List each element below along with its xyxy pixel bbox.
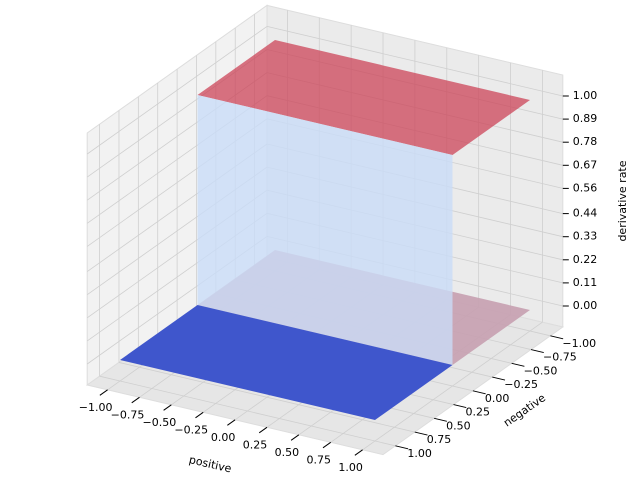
x-tick-label: −1.00 — [79, 401, 113, 414]
x-tick-label: −0.75 — [111, 408, 145, 421]
y-tick — [472, 390, 486, 395]
y-tick — [395, 445, 409, 450]
z-tick-label: 1.00 — [573, 89, 598, 102]
y-tick — [434, 417, 448, 422]
y-tick-label: −1.00 — [562, 337, 596, 350]
surface-band — [120, 305, 453, 420]
y-tick — [453, 404, 467, 409]
x-tick-label: 0.00 — [211, 431, 236, 444]
y-tick-label: 0.00 — [485, 392, 510, 405]
x-tick — [131, 396, 140, 404]
x-tick-label: 1.00 — [338, 461, 363, 474]
grid-line — [86, 26, 268, 155]
y-tick-label: −0.75 — [543, 351, 577, 364]
surface-wall — [197, 95, 453, 365]
grid-line — [118, 362, 415, 433]
z-tick-label: 0.44 — [573, 207, 598, 220]
z-tick-label: 0.33 — [573, 230, 598, 243]
z-tick-label: 0.22 — [573, 253, 598, 266]
x-tick — [258, 426, 268, 434]
y-tick-label: 1.00 — [407, 447, 432, 460]
x-tick — [227, 419, 236, 426]
x-tick-label: 0.50 — [275, 446, 300, 459]
z-tick-label: 0.78 — [573, 135, 598, 148]
z-tick-label: 0.11 — [573, 276, 598, 289]
y-tick-label: −0.25 — [504, 378, 538, 391]
z-tick-label: 0.56 — [573, 181, 598, 194]
grid-line — [266, 26, 563, 97]
y-tick — [550, 335, 564, 340]
z-tick-label: 0.67 — [573, 158, 598, 171]
x-tick — [163, 404, 172, 411]
y-tick — [492, 376, 506, 381]
x-tick-label: −0.25 — [174, 423, 208, 436]
y-tick — [530, 349, 544, 354]
y-tick-label: −0.50 — [524, 364, 558, 377]
z-tick-label: 0.89 — [573, 112, 598, 125]
x-tick-label: −0.50 — [142, 416, 176, 429]
x-tick-label: 0.75 — [306, 453, 331, 466]
surface-band — [197, 40, 530, 155]
y-tick — [414, 431, 428, 436]
x-tick — [99, 389, 108, 396]
z-tick-label: 0.00 — [573, 299, 598, 312]
y-tick-label: 0.50 — [446, 419, 471, 432]
x-tick — [354, 449, 363, 456]
x-tick — [322, 441, 332, 449]
x-tick — [290, 434, 300, 441]
x-tick — [195, 411, 204, 419]
y-tick-label: 0.25 — [466, 406, 491, 419]
grid-line — [99, 375, 396, 447]
y-tick-label: 0.75 — [427, 433, 452, 446]
y-tick — [511, 362, 525, 367]
x-tick-label: 0.25 — [243, 438, 268, 451]
x-axis-label: positive — [188, 453, 233, 475]
z-axis-label: derivative rate — [616, 160, 629, 241]
